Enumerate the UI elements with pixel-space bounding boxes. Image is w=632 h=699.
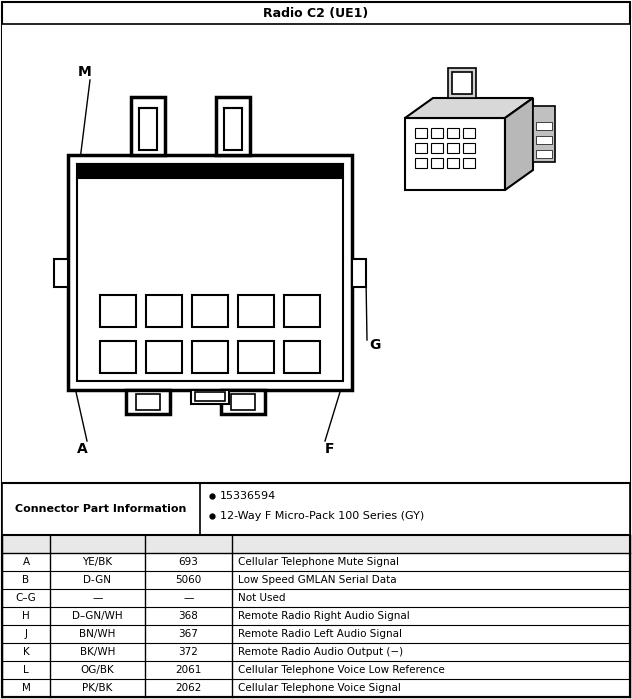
Bar [54, 259, 68, 287]
Bar [77, 164, 343, 178]
Text: PK/BK: PK/BK [82, 683, 112, 693]
Bar [136, 394, 160, 410]
Bar [131, 97, 165, 155]
Text: Remote Radio Audio Output (−): Remote Radio Audio Output (−) [238, 647, 403, 657]
Bar [231, 394, 255, 410]
Bar [415, 128, 427, 138]
Text: Function: Function [404, 539, 458, 549]
Bar [284, 295, 320, 327]
Bar [2, 535, 630, 697]
Bar [126, 390, 170, 414]
Bar [352, 259, 366, 287]
Text: Not Used: Not Used [238, 593, 286, 603]
Text: K: K [23, 647, 29, 657]
Text: 12-Way F Micro-Pack 100 Series (GY): 12-Way F Micro-Pack 100 Series (GY) [220, 511, 424, 521]
Text: 15336594: 15336594 [220, 491, 276, 501]
Text: BK/WH: BK/WH [80, 647, 115, 657]
Text: Pin: Pin [16, 539, 36, 549]
Bar [431, 143, 443, 153]
Text: J: J [25, 629, 28, 639]
Bar [100, 341, 136, 373]
Bar [448, 68, 476, 98]
Bar [146, 295, 182, 327]
Text: BN/WH: BN/WH [79, 629, 116, 639]
Text: Cellular Telephone Voice Low Reference: Cellular Telephone Voice Low Reference [238, 665, 445, 675]
Bar [431, 128, 443, 138]
Text: 367: 367 [179, 629, 198, 639]
Text: —: — [183, 593, 193, 603]
Bar [238, 295, 274, 327]
Bar [221, 390, 265, 414]
Bar [68, 155, 352, 390]
Text: 693: 693 [179, 557, 198, 567]
Bar [146, 341, 182, 373]
Text: F: F [325, 442, 335, 456]
Bar [2, 483, 630, 535]
Bar [463, 143, 475, 153]
Bar [192, 341, 228, 373]
Bar [405, 118, 505, 190]
Bar [447, 143, 459, 153]
Text: 372: 372 [179, 647, 198, 657]
Text: L: L [23, 665, 29, 675]
Text: Low Speed GMLAN Serial Data: Low Speed GMLAN Serial Data [238, 575, 397, 585]
Bar [284, 341, 320, 373]
Bar [431, 158, 443, 168]
Text: Radio C2 (UE1): Radio C2 (UE1) [264, 6, 368, 20]
Text: C–G: C–G [16, 593, 37, 603]
Text: 2061: 2061 [175, 665, 202, 675]
Bar [195, 392, 225, 401]
Text: A: A [76, 442, 87, 456]
Text: Circuit No.: Circuit No. [155, 539, 221, 549]
Bar [536, 136, 552, 144]
Bar [447, 128, 459, 138]
Text: M: M [21, 683, 30, 693]
Text: —: — [92, 593, 102, 603]
Text: Remote Radio Right Audio Signal: Remote Radio Right Audio Signal [238, 611, 410, 621]
Text: Cellular Telephone Mute Signal: Cellular Telephone Mute Signal [238, 557, 399, 567]
Text: Connector Part Information: Connector Part Information [15, 504, 186, 514]
Bar [238, 341, 274, 373]
Text: Wire Color: Wire Color [64, 539, 130, 549]
Text: YE/BK: YE/BK [82, 557, 112, 567]
Text: M: M [78, 65, 92, 79]
Bar [77, 164, 343, 381]
Bar [216, 97, 250, 155]
Bar [536, 150, 552, 158]
Text: 5060: 5060 [175, 575, 202, 585]
Bar [463, 128, 475, 138]
Text: 368: 368 [179, 611, 198, 621]
Bar [224, 108, 242, 150]
Bar [139, 108, 157, 150]
Text: D–GN/WH: D–GN/WH [72, 611, 123, 621]
Text: Remote Radio Left Audio Signal: Remote Radio Left Audio Signal [238, 629, 402, 639]
Bar [447, 158, 459, 168]
Text: A: A [23, 557, 30, 567]
Polygon shape [405, 98, 533, 118]
Text: B: B [23, 575, 30, 585]
Bar [191, 390, 229, 404]
Text: H: H [22, 611, 30, 621]
Bar [533, 106, 555, 162]
Text: 2062: 2062 [175, 683, 202, 693]
Text: OG/BK: OG/BK [81, 665, 114, 675]
Bar [2, 24, 630, 483]
Text: G: G [369, 338, 380, 352]
Bar [415, 158, 427, 168]
Bar [452, 72, 472, 94]
Bar [192, 295, 228, 327]
Polygon shape [505, 98, 533, 190]
Bar [100, 295, 136, 327]
Bar [415, 143, 427, 153]
Text: D-GN: D-GN [83, 575, 111, 585]
Bar [2, 535, 630, 553]
Bar [536, 122, 552, 130]
Text: Cellular Telephone Voice Signal: Cellular Telephone Voice Signal [238, 683, 401, 693]
Bar [463, 158, 475, 168]
